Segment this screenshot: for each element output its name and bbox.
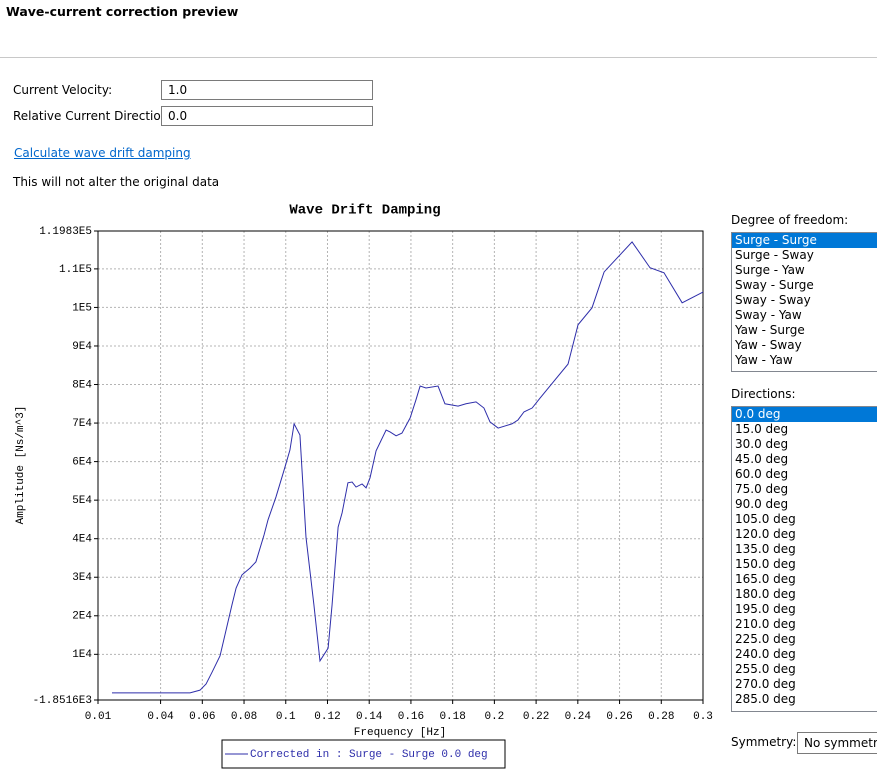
plot-frame [97,230,704,701]
y-tick-label: 8E4 [72,379,92,391]
list-item[interactable]: 255.0 deg [735,662,796,676]
list-item[interactable]: 30.0 deg [735,437,789,451]
legend-label: Corrected in : Surge - Surge 0.0 deg [250,749,488,761]
x-tick-label: 0.16 [398,711,424,723]
list-item[interactable]: 45.0 deg [735,452,789,466]
y-tick-label: 1E4 [72,649,92,661]
list-item[interactable]: 90.0 deg [735,497,789,511]
field-label: Relative Current Direction: [13,109,173,123]
directions-listbox[interactable]: 0.0 deg 15.0 deg 30.0 deg 45.0 deg 60.0 deg 7… [731,406,877,712]
x-tick-label: 0.26 [606,711,632,723]
list-item[interactable]: 195.0 deg [735,602,796,616]
list-item[interactable]: 150.0 deg [735,557,796,571]
symmetry-dropdown[interactable]: No symmetry [797,732,877,754]
list-item[interactable]: 225.0 deg [735,632,796,646]
y-tick-label: 1E5 [72,302,92,314]
chart: Wave Drift Damping Frequency [Hz] Amplit… [15,203,713,769]
chart-title: Wave Drift Damping [289,203,440,219]
y-tick-label: 2E4 [72,611,92,623]
y-tick-label: 5E4 [72,495,92,507]
text-input[interactable]: 1.0 [161,80,373,100]
x-tick-label: 0.22 [523,711,549,723]
x-tick-label: 0.14 [356,711,383,723]
x-tick-label: 0.06 [189,711,215,723]
x-tick-label: 0.28 [648,711,674,723]
y-axis-label: Amplitude [Ns/m^3] [15,406,27,525]
separator [0,57,877,58]
y-tick-label: -1.8516E3 [33,695,92,707]
x-tick-label: 0.18 [439,711,465,723]
list-item[interactable]: Yaw - Yaw [735,353,793,367]
x-tick-label: 0.3 [693,711,713,723]
list-item[interactable]: Sway - Sway [735,293,811,307]
y-tick-label: 3E4 [72,572,92,584]
x-tick-label: 0.08 [231,711,257,723]
legend-box [221,739,506,769]
dof-listbox[interactable]: Surge - Surge Surge - Sway Surge - Yaw Sway… [731,232,877,372]
directions-label: Directions: [731,387,796,401]
list-item[interactable]: 165.0 deg [735,572,796,586]
y-tick-label: 4E4 [72,534,92,546]
window-title: Wave-current correction preview [6,4,239,19]
y-tick-label: 6E4 [72,457,92,469]
symmetry-label: Symmetry: [731,735,797,749]
y-tick-label: 1.1E5 [59,264,92,276]
list-item[interactable]: Sway - Yaw [735,308,802,322]
x-tick-label: 0.1 [276,711,296,723]
x-tick-label: 0.04 [147,711,174,723]
list-item[interactable]: Surge - Yaw [735,263,805,277]
x-tick-label: 0.2 [484,711,504,723]
list-item[interactable]: 105.0 deg [735,512,796,526]
note: This will not alter the original data [13,175,220,189]
x-tick-label: 0.24 [565,711,592,723]
list-item[interactable]: 15.0 deg [735,422,789,436]
link[interactable]: Calculate wave drift damping [14,146,191,160]
y-tick-label: 1.1983E5 [39,226,92,238]
data-line [111,241,704,694]
y-tick-label: 9E4 [72,341,92,353]
list-item[interactable]: 240.0 deg [735,647,796,661]
list-item[interactable]: Surge - Sway [735,248,814,262]
list-item[interactable]: 75.0 deg [735,482,789,496]
list-item[interactable]: Sway - Surge [735,278,814,292]
list-item[interactable]: 285.0 deg [735,692,796,706]
list-item[interactable]: Surge - Surge [732,233,877,248]
list-item[interactable]: 270.0 deg [735,677,796,691]
text-input[interactable]: 0.0 [161,106,373,126]
dof-label: Degree of freedom: [731,213,849,227]
list-item[interactable]: 135.0 deg [735,542,796,556]
list-item[interactable]: Yaw - Surge [735,323,805,337]
list-item[interactable]: 180.0 deg [735,587,796,601]
list-item[interactable]: Yaw - Sway [735,338,802,352]
x-tick-label: 0.01 [85,711,112,723]
field-label: Current Velocity: [13,83,113,97]
list-item[interactable]: 0.0 deg [732,407,877,422]
list-item[interactable]: 120.0 deg [735,527,796,541]
list-item[interactable]: 60.0 deg [735,467,789,481]
x-tick-label: 0.12 [314,711,340,723]
list-item[interactable]: 210.0 deg [735,617,796,631]
y-tick-label: 7E4 [72,418,92,430]
x-axis-label: Frequency [Hz] [354,727,446,739]
